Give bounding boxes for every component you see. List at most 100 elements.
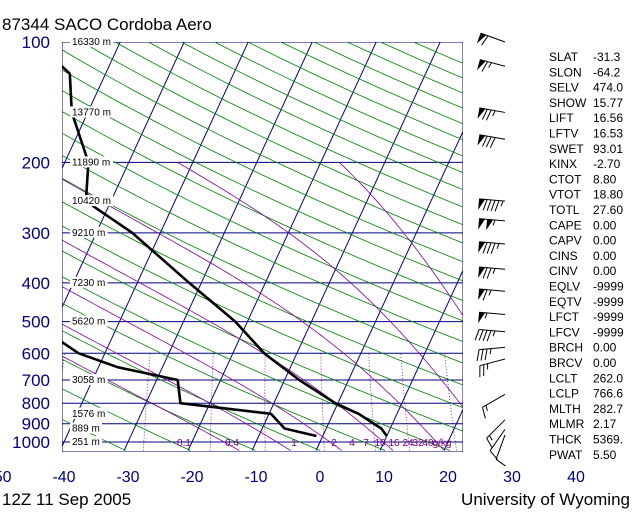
wind-barb bbox=[478, 218, 506, 231]
temperature-tick-label: -10 bbox=[244, 469, 267, 486]
isotherm-line bbox=[315, 130, 463, 451]
temperature-tick-label: 0 bbox=[316, 469, 325, 486]
height-label: 11890 m bbox=[72, 157, 110, 168]
height-label-bg bbox=[70, 407, 108, 419]
dry-adiabat-line bbox=[62, 358, 256, 451]
height-label-bg bbox=[70, 374, 108, 386]
height-label-bg bbox=[70, 106, 114, 118]
height-label-bg bbox=[70, 276, 108, 288]
wind-barb bbox=[477, 59, 506, 72]
index-value: 2.17 bbox=[593, 417, 617, 431]
wind-barb bbox=[476, 32, 506, 46]
dry-adiabat-line bbox=[62, 225, 463, 409]
pressure-tick-label: 800 bbox=[22, 394, 50, 413]
height-label-bg bbox=[70, 315, 108, 327]
height-label-bg bbox=[70, 156, 114, 168]
mixing-ratio-line bbox=[368, 353, 376, 451]
index-key: CTOT bbox=[549, 172, 582, 186]
index-key: VTOT bbox=[549, 188, 581, 202]
dry-adiabat-line bbox=[62, 132, 463, 322]
index-key: LFCT bbox=[549, 310, 580, 324]
mixing-ratio-label: 40 bbox=[422, 438, 434, 449]
mixing-ratio-label: 32 bbox=[412, 438, 424, 449]
index-value: 93.01 bbox=[593, 142, 623, 156]
temperature-tick-label: 10 bbox=[375, 469, 393, 486]
pressure-tick-label: 200 bbox=[22, 153, 50, 172]
isotherm-line bbox=[62, 42, 249, 448]
index-value: 5.50 bbox=[593, 448, 617, 462]
footer-source: University of Wyoming bbox=[461, 490, 630, 509]
wind-barb bbox=[495, 434, 506, 467]
temperature-tick-label: -40 bbox=[52, 469, 75, 486]
wind-barb bbox=[478, 288, 506, 301]
index-value: 0.00 bbox=[593, 249, 617, 263]
dry-adiabat-line bbox=[313, 42, 463, 109]
index-key: LCLP bbox=[549, 387, 579, 401]
pressure-tick-label: 1000 bbox=[12, 433, 50, 452]
wind-barb bbox=[478, 241, 506, 255]
index-key: SHOW bbox=[549, 96, 587, 110]
dewpoint-line bbox=[62, 340, 317, 438]
dry-adiabat-line bbox=[62, 49, 463, 244]
index-value: 16.53 bbox=[593, 127, 623, 141]
dry-adiabat-line bbox=[62, 250, 463, 432]
temperature-tick-label: -20 bbox=[180, 469, 203, 486]
chart-grid bbox=[62, 33, 640, 452]
index-value: 0.00 bbox=[593, 341, 617, 355]
height-label: 251 m bbox=[72, 437, 100, 448]
index-key: LFCV bbox=[549, 325, 580, 339]
index-key: LCLT bbox=[549, 371, 578, 385]
height-label-bg bbox=[70, 422, 102, 434]
index-value: 18.80 bbox=[593, 188, 623, 202]
index-key: LFTV bbox=[549, 127, 578, 141]
height-label-bg bbox=[70, 226, 108, 238]
moist-adiabat-line bbox=[62, 323, 291, 451]
mixing-ratio-line bbox=[209, 353, 214, 451]
index-key: SLAT bbox=[549, 50, 579, 64]
isotherm-line bbox=[251, 42, 441, 451]
pressure-tick-label: 100 bbox=[22, 33, 50, 52]
mixing-ratio-label: 7 bbox=[363, 438, 369, 449]
height-label: 889 m bbox=[72, 423, 100, 434]
index-key: CINV bbox=[549, 264, 578, 278]
wind-barbs bbox=[474, 32, 506, 467]
mixing-ratio-line bbox=[142, 353, 151, 451]
index-value: -9999 bbox=[593, 310, 624, 324]
dry-adiabat-line bbox=[62, 302, 386, 451]
height-label: 3058 m bbox=[72, 375, 105, 386]
temperature-tick-label: -30 bbox=[116, 469, 139, 486]
index-key: LIFT bbox=[549, 111, 574, 125]
index-key: CAPV bbox=[549, 234, 582, 248]
temperature-tick-label: 20 bbox=[439, 469, 457, 486]
height-label: 16330 m bbox=[72, 37, 111, 48]
index-key: MLMR bbox=[549, 417, 585, 431]
chart-title: 87344 SACO Cordoba Aero bbox=[2, 15, 212, 34]
index-value: 474.0 bbox=[593, 81, 623, 95]
index-value: 5369. bbox=[593, 433, 623, 447]
height-label: 13770 m bbox=[72, 107, 111, 118]
index-value: 262.0 bbox=[593, 371, 623, 385]
isotherm-line bbox=[636, 33, 640, 450]
index-value: -9999 bbox=[593, 280, 624, 294]
mixing-ratio-line bbox=[444, 353, 457, 451]
wind-barb bbox=[474, 328, 506, 342]
isotherm-line bbox=[62, 42, 121, 170]
index-value: 766.6 bbox=[593, 387, 623, 401]
moist-adiabat-line bbox=[339, 162, 463, 317]
index-value: -31.3 bbox=[593, 50, 621, 64]
mixing-ratio-label: 24 bbox=[402, 438, 414, 449]
mixing-ratio-label: 0.4 bbox=[225, 438, 239, 449]
isotherm-line bbox=[379, 269, 463, 451]
index-value: 0.00 bbox=[593, 356, 617, 370]
mixing-ratio-line bbox=[400, 353, 410, 451]
wind-barb bbox=[486, 419, 506, 449]
moist-adiabat-line bbox=[62, 355, 240, 451]
pressure-tick-label: 500 bbox=[22, 313, 50, 332]
dry-adiabat-line bbox=[62, 154, 463, 343]
temperature-tick-label: 30 bbox=[503, 469, 521, 486]
index-value: 0.00 bbox=[593, 264, 617, 278]
index-value: 282.7 bbox=[593, 402, 623, 416]
index-value: 0.00 bbox=[593, 218, 617, 232]
height-label: 9210 m bbox=[72, 228, 105, 239]
dry-adiabat-line bbox=[62, 330, 321, 451]
